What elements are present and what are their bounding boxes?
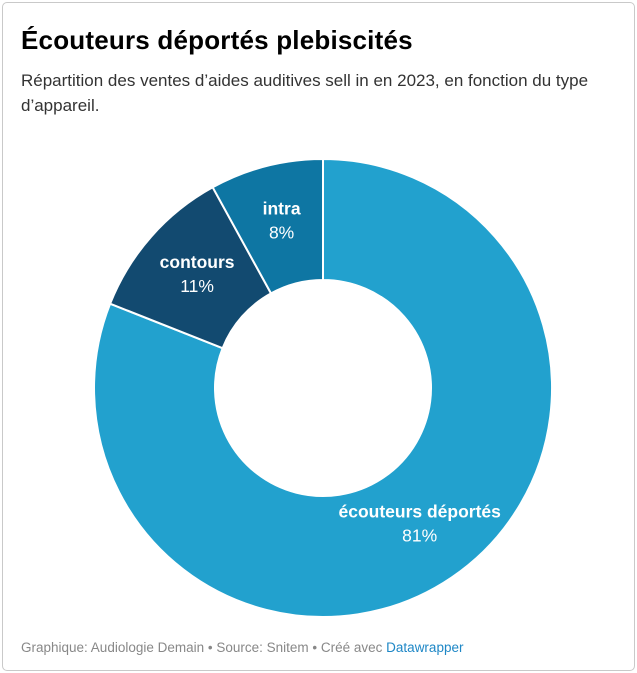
slice-value: 81% (402, 526, 437, 546)
attribution-footer: Graphique: Audiologie Demain • Source: S… (21, 639, 463, 656)
donut-slice-intra[interactable] (211, 158, 324, 295)
slice-label: intra (263, 199, 301, 219)
slice-value: 11% (180, 276, 214, 296)
chart-subtitle: Répartition des ventes d’aides auditives… (21, 71, 589, 115)
chart-header: Écouteurs déportés plebiscités Répartiti… (3, 3, 634, 118)
donut-slice-ecouteurs-deportes[interactable] (93, 158, 553, 618)
datawrapper-link[interactable]: Datawrapper (386, 640, 464, 655)
attribution-text: Graphique: Audiologie Demain • Source: S… (21, 640, 383, 655)
slice-label: contours (160, 252, 235, 272)
slice-label: écouteurs déportés (338, 502, 501, 522)
chart-title: Écouteurs déportés plebiscités (21, 25, 413, 55)
slice-value: 8% (269, 223, 294, 243)
donut-chart-area: écouteurs déportés 81% contours 11% intra 8% (3, 151, 634, 629)
donut-chart: écouteurs déportés 81% contours 11% intra 8% (93, 158, 553, 618)
